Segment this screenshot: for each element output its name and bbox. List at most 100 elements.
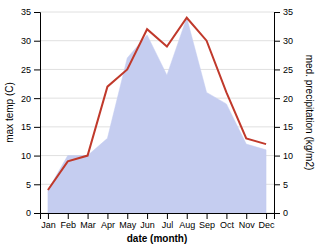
x-tick: May [119, 213, 137, 230]
y2-tick-label: 30 [283, 36, 293, 46]
x-tick-label: Jun [140, 220, 155, 230]
y2-tick-label: 0 [283, 208, 288, 218]
chart-container: Jan FebMar Apr MayJun Jul Aug Sep Oct NovDec 0 5 10… [0, 0, 318, 247]
x-tick-mark [266, 213, 267, 219]
x-tick-mark [246, 213, 247, 219]
y2-tick: 5 [274, 180, 288, 190]
precipitation-area [48, 18, 266, 213]
x-tick: Jul [162, 213, 174, 230]
x-tick-label: Aug [179, 220, 195, 230]
y-tick-label: 20 [21, 94, 31, 104]
x-tick: Jan [41, 213, 56, 230]
y-tick: 30 [21, 36, 40, 46]
chart: Jan FebMar Apr MayJun Jul Aug Sep Oct NovDec 0 5 10… [0, 0, 318, 247]
y2-axis: 0 5 10 15 20 25 30 35 [274, 7, 293, 218]
marks [48, 18, 266, 213]
y-tick: 25 [21, 65, 40, 75]
y2-tick-mark [274, 98, 280, 99]
grid-line [40, 40, 274, 41]
x-tick-mark [167, 213, 168, 219]
temperature-line [48, 18, 266, 190]
y-tick-mark [34, 12, 40, 13]
x-tick-mark [88, 213, 89, 219]
y-tick-mark [34, 98, 40, 99]
y-tick-label: 0 [26, 208, 31, 218]
x-tick-label: Oct [220, 220, 235, 230]
y2-tick: 25 [274, 65, 293, 75]
y-tick: 20 [21, 94, 40, 104]
y-tick-mark [34, 156, 40, 157]
x-tick: Nov [239, 213, 256, 230]
y2-tick-mark [274, 156, 280, 157]
x-tick: Feb [61, 213, 77, 230]
x-axis: Jan FebMar Apr MayJun Jul Aug Sep Oct NovDec [41, 213, 276, 230]
y2-tick-mark [274, 41, 280, 42]
y2-tick-label: 5 [283, 180, 288, 190]
y-tick-mark [34, 213, 40, 214]
x-tick-label: Nov [239, 220, 256, 230]
y-tick-mark [34, 127, 40, 128]
grid [40, 12, 274, 213]
x-tick-mark [187, 213, 188, 219]
y-axis-title: max temp (C) [4, 82, 15, 143]
x-tick: Jun [140, 213, 155, 230]
x-axis-title: date (month) [127, 233, 188, 244]
y2-tick-label: 35 [283, 7, 293, 17]
y2-tick-mark [274, 213, 280, 214]
x-tick: Aug [179, 213, 195, 230]
y2-tick: 35 [274, 7, 293, 17]
x-tick-label: Jan [41, 220, 56, 230]
y2-tick: 15 [274, 122, 293, 132]
x-tick-mark [147, 213, 148, 219]
axis-line [41, 214, 275, 220]
x-tick-label: May [119, 220, 137, 230]
x-tick-mark [107, 213, 108, 219]
x-tick-label: Jul [162, 220, 174, 230]
y2-tick-label: 25 [283, 65, 293, 75]
axis-line [275, 13, 281, 214]
y2-tick-label: 10 [283, 151, 293, 161]
y-tick: 5 [26, 180, 40, 190]
y2-tick: 30 [274, 36, 293, 46]
plot: Jan FebMar Apr MayJun Jul Aug Sep Oct NovDec 0 5 10… [21, 7, 293, 230]
y-tick-label: 30 [21, 36, 31, 46]
y2-axis-title: med. precipitation (kg/m2) [304, 55, 315, 171]
x-tick-mark [48, 213, 49, 219]
x-tick: Apr [101, 213, 115, 230]
y2-tick: 0 [274, 208, 288, 218]
y2-tick: 20 [274, 94, 293, 104]
y-tick-mark [34, 184, 40, 185]
y-tick-label: 35 [21, 7, 31, 17]
y-tick-label: 25 [21, 65, 31, 75]
y2-tick-mark [274, 12, 280, 13]
x-tick-label: Apr [101, 220, 115, 230]
y-tick: 15 [21, 122, 40, 132]
x-tick-label: Dec [259, 220, 276, 230]
y-tick-mark [34, 41, 40, 42]
y-tick-mark [34, 69, 40, 70]
x-tick: Dec [259, 213, 276, 230]
y2-tick: 10 [274, 151, 293, 161]
x-tick-mark [68, 213, 69, 219]
x-tick-mark [207, 213, 208, 219]
y2-tick-mark [274, 127, 280, 128]
y-tick-label: 15 [21, 122, 31, 132]
x-tick: Mar [80, 213, 96, 230]
y-axis: 0 5 10 15 20 25 30 35 [21, 7, 41, 218]
y-tick-label: 10 [21, 151, 31, 161]
x-tick-label: Sep [199, 220, 215, 230]
y-tick: 35 [21, 7, 40, 17]
axis-line [34, 13, 41, 214]
y-tick: 10 [21, 151, 40, 161]
y2-tick-mark [274, 184, 280, 185]
x-tick-label: Feb [61, 220, 77, 230]
grid-line [40, 12, 274, 13]
x-tick: Sep [199, 213, 215, 230]
y2-tick-label: 20 [283, 94, 293, 104]
x-tick-label: Mar [80, 220, 96, 230]
y2-tick-label: 15 [283, 122, 293, 132]
y-tick-label: 5 [26, 180, 31, 190]
x-tick-mark [226, 213, 227, 219]
x-tick: Oct [220, 213, 235, 230]
x-tick-mark [127, 213, 128, 219]
